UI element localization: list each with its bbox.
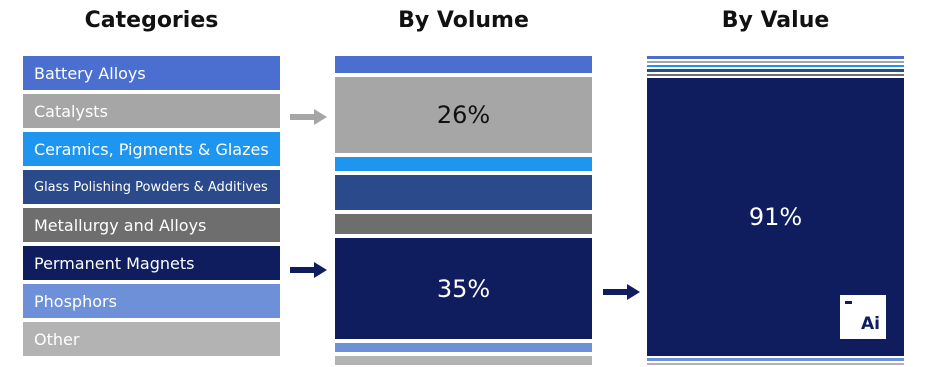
value-segment-ceramics-pigments-glazes <box>647 65 904 68</box>
by-value-heading: By Value <box>721 8 830 33</box>
value-segment-battery-alloys <box>647 56 904 60</box>
value-segment-glass-polishing-powders-additives <box>647 69 904 73</box>
volume-segment-phosphors <box>335 343 592 352</box>
category-glass-polishing-powders-additives: Glass Polishing Powders & Additives <box>23 170 280 204</box>
category-catalysts: Catalysts <box>23 94 280 128</box>
by-volume-heading: By Volume <box>398 8 529 33</box>
value-segment-catalysts <box>647 61 904 64</box>
value-segment-metallurgy-and-alloys <box>647 74 904 77</box>
navy-arrow-icon-1 <box>290 262 327 278</box>
volume-segment-battery-alloys <box>335 56 592 74</box>
category-legend: Battery Alloys Catalysts Ceramics, Pigment… <box>23 56 280 360</box>
volume-segment-other <box>335 356 592 365</box>
value-segment-phosphors <box>647 357 904 361</box>
volume-label-permanent-magnets: 35% <box>436 274 491 303</box>
value-segment-other <box>647 363 904 365</box>
gray-arrow-icon <box>290 109 327 125</box>
ai-logo: Ai <box>840 295 886 339</box>
volume-segment-ceramics-pigments-glazes <box>335 156 592 172</box>
volume-segment-glass-polishing-powders-additives <box>335 175 592 210</box>
navy-arrow-icon-2 <box>603 284 640 300</box>
category-ceramics-pigments-glazes: Ceramics, Pigments & Glazes <box>23 132 280 166</box>
category-permanent-magnets: Permanent Magnets <box>23 246 280 280</box>
value-label-permanent-magnets: 91% <box>748 203 803 232</box>
category-battery-alloys: Battery Alloys <box>23 56 280 90</box>
volume-segment-metallurgy-and-alloys <box>335 213 592 235</box>
ai-logo-text: Ai <box>861 314 880 334</box>
category-phosphors: Phosphors <box>23 284 280 318</box>
volume-label-catalysts: 26% <box>436 101 491 130</box>
categories-heading: Categories <box>84 8 219 33</box>
category-other: Other <box>23 322 280 356</box>
volume-segment-permanent-magnets <box>335 238 592 339</box>
volume-segment-catalysts <box>335 77 592 153</box>
category-metallurgy-and-alloys: Metallurgy and Alloys <box>23 208 280 242</box>
